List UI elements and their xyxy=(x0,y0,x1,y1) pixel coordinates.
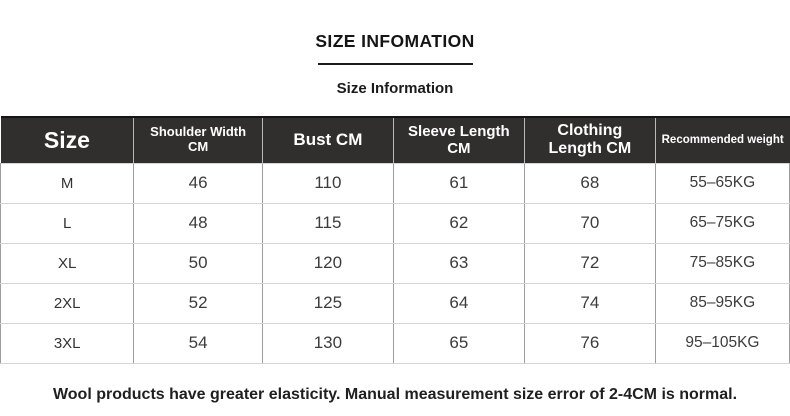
column-header-sleeve-length: Sleeve Length CM xyxy=(392,116,525,163)
value-cell: 125 xyxy=(261,283,394,324)
value-cell: 62 xyxy=(392,203,525,244)
value-cell: 61 xyxy=(392,162,525,204)
value-cell: 75–85KG xyxy=(654,243,790,284)
size-label-cell: 2XL xyxy=(0,283,134,324)
value-cell: 85–95KG xyxy=(654,283,790,324)
value-cell: 115 xyxy=(261,203,394,244)
column-header-recommended-weight: Recommended weight xyxy=(654,116,790,163)
value-cell: 74 xyxy=(523,283,656,324)
column-header-clothing-length: Clothing Length CM xyxy=(523,116,656,163)
table-row: L 48 115 62 70 65–75KG xyxy=(0,203,790,244)
footer-note: Wool products have greater elasticity. M… xyxy=(52,385,738,403)
value-cell: 65 xyxy=(392,323,525,364)
value-cell: 48 xyxy=(133,203,263,244)
size-label-cell: 3XL xyxy=(0,323,134,364)
value-cell: 63 xyxy=(392,243,525,284)
column-header-shoulder-width: Shoulder Width CM xyxy=(133,116,263,163)
size-table: Size Shoulder Width CM Bust CM Sleeve Le… xyxy=(0,116,790,364)
table-row: 2XL 52 125 64 74 85–95KG xyxy=(0,283,790,324)
size-table-body: M 46 110 61 68 55–65KG L 48 115 62 70 65–75KG XL 50 12… xyxy=(0,162,790,364)
value-cell: 65–75KG xyxy=(654,203,790,244)
value-cell: 95–105KG xyxy=(654,323,790,364)
page-subtitle: Size Information xyxy=(336,80,454,97)
table-row: 3XL 54 130 65 76 95–105KG xyxy=(0,323,790,364)
size-label-cell: XL xyxy=(0,243,134,284)
value-cell: 64 xyxy=(392,283,525,324)
value-cell: 68 xyxy=(523,162,656,204)
title-underline xyxy=(317,63,473,65)
page-title: SIZE INFOMATION xyxy=(315,31,475,51)
column-header-bust: Bust CM xyxy=(261,116,394,163)
value-cell: 55–65KG xyxy=(654,162,790,204)
value-cell: 130 xyxy=(261,323,394,364)
value-cell: 54 xyxy=(133,323,263,364)
value-cell: 76 xyxy=(523,323,656,364)
column-header-size: Size xyxy=(0,116,134,163)
size-label-cell: L xyxy=(0,203,134,244)
size-label-cell: M xyxy=(0,162,134,204)
value-cell: 70 xyxy=(523,203,656,244)
table-row: XL 50 120 63 72 75–85KG xyxy=(0,243,790,284)
value-cell: 110 xyxy=(261,162,394,204)
value-cell: 50 xyxy=(133,243,263,284)
value-cell: 46 xyxy=(133,162,263,204)
table-row: M 46 110 61 68 55–65KG xyxy=(0,162,790,204)
table-header-row: Size Shoulder Width CM Bust CM Sleeve Le… xyxy=(0,116,790,163)
value-cell: 72 xyxy=(523,243,656,284)
value-cell: 52 xyxy=(133,283,263,324)
value-cell: 120 xyxy=(261,243,394,284)
